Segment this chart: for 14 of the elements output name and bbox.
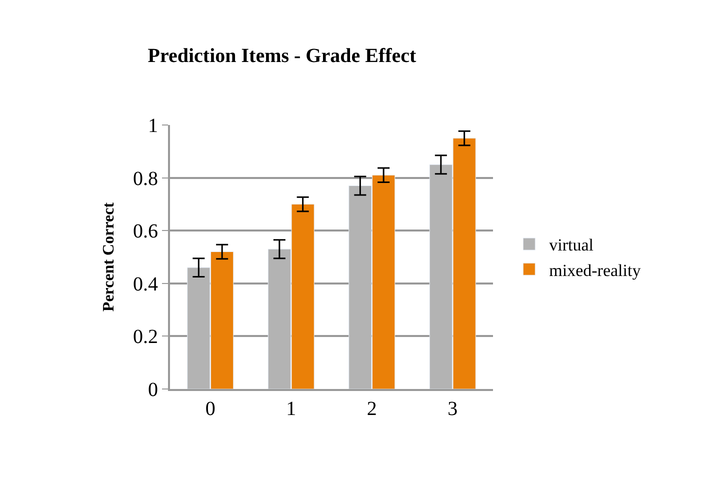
- y-tick-label: 0.8: [133, 168, 158, 190]
- x-tick-label: 3: [448, 398, 458, 420]
- y-tick-label: 1: [148, 115, 158, 137]
- x-tick-label: 0: [205, 398, 216, 420]
- chart-title: Prediction Items - Grade Effect: [148, 44, 417, 67]
- y-tick-label: 0.6: [133, 220, 158, 243]
- legend-label: mixed-reality: [549, 260, 642, 280]
- legend-label: virtual: [549, 236, 594, 255]
- y-tick-label: 0: [148, 379, 158, 401]
- y-axis-title: Percent Correct: [100, 202, 118, 312]
- x-tick-label: 1: [286, 398, 296, 420]
- y-tick-label: 0.4: [133, 273, 158, 296]
- y-tick-label: 0.2: [133, 326, 158, 348]
- x-tick-label: 2: [366, 398, 377, 420]
